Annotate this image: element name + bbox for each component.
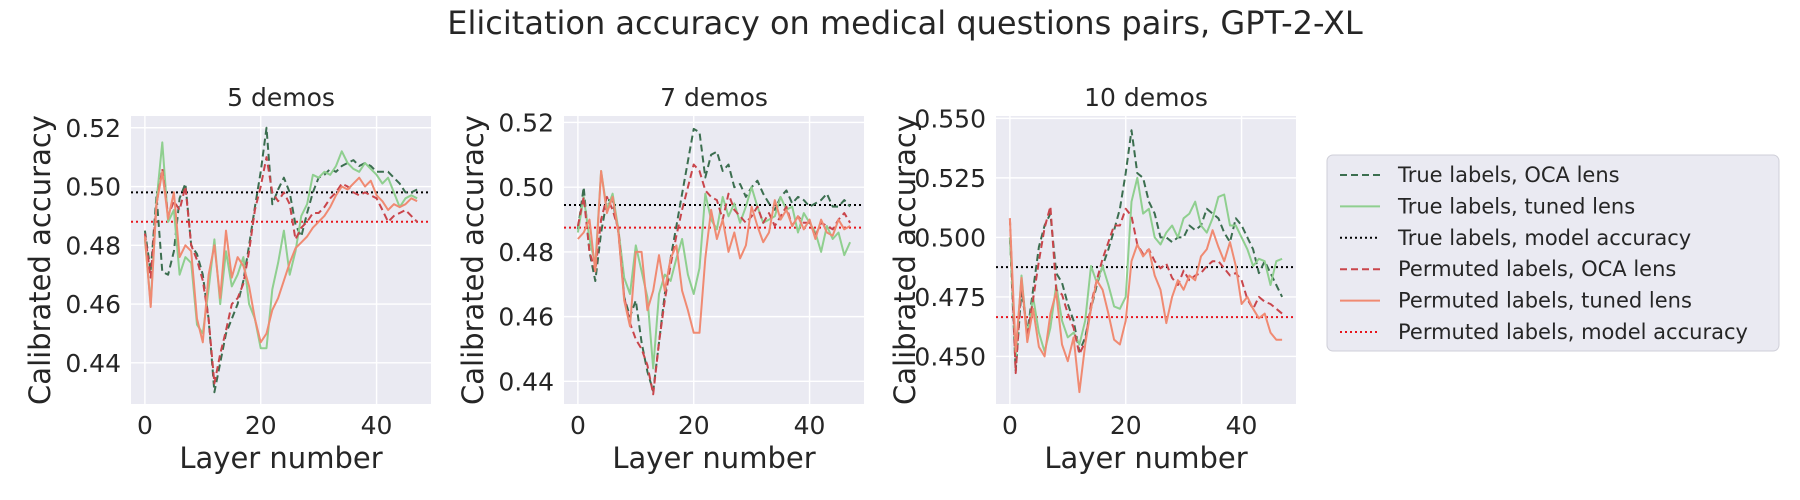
- x-axis-label: Layer number: [612, 441, 815, 475]
- panel-title: 5 demos: [227, 83, 335, 112]
- y-axis-label: Calibrated accuracy: [23, 115, 57, 405]
- series-line: [143, 141, 418, 350]
- y-tick-label: 0.48: [65, 231, 121, 260]
- series-line: [1008, 218, 1283, 394]
- y-tick-label: 0.44: [65, 349, 121, 378]
- y-tick-label: 0.500: [914, 223, 986, 252]
- y-tick-label: 0.46: [65, 290, 121, 319]
- legend-entry-label: True labels, model accuracy: [1397, 226, 1691, 250]
- x-tick-label: 0: [570, 411, 586, 440]
- plot-area: [564, 116, 864, 404]
- y-tick-label: 0.50: [65, 173, 121, 202]
- y-tick-label: 0.46: [498, 303, 554, 332]
- legend-entry-label: True labels, tuned lens: [1397, 194, 1635, 218]
- series-line: [577, 170, 851, 334]
- x-tick-label: 40: [1226, 411, 1258, 440]
- legend: True labels, OCA lens True labels, tuned …: [1326, 154, 1780, 352]
- x-axis-label: Layer number: [1044, 441, 1247, 475]
- y-tick-label: 0.52: [65, 114, 121, 143]
- y-tick-label: 0.50: [498, 173, 554, 202]
- panel-title: 7 demos: [660, 83, 768, 112]
- y-tick-label: 0.450: [914, 342, 986, 371]
- panel-7-demos: 0.44 0.46 0.48 0.50 0.52 0 20 40 7 demos Layer nu…: [456, 83, 864, 475]
- x-axis-label: Layer number: [179, 441, 382, 475]
- x-tick-label: 40: [361, 411, 393, 440]
- plot-lines: [564, 127, 864, 396]
- x-tick-label: 20: [1110, 411, 1142, 440]
- legend-box: [1326, 154, 1780, 352]
- series-line: [576, 163, 851, 396]
- x-tick-label: 0: [137, 411, 153, 440]
- x-tick-label: 40: [794, 411, 826, 440]
- legend-entry-label: Permuted labels, tuned lens: [1398, 289, 1692, 313]
- panel-title: 10 demos: [1084, 83, 1208, 112]
- y-axis-label: Calibrated accuracy: [888, 115, 922, 405]
- figure-title: Elicitation accuracy on medical question…: [447, 4, 1363, 42]
- y-tick-label: 0.475: [914, 283, 986, 312]
- y-tick-label: 0.52: [498, 108, 554, 137]
- y-tick-label: 0.550: [914, 104, 986, 133]
- series-line: [143, 170, 418, 344]
- y-tick-label: 0.525: [914, 164, 986, 193]
- x-tick-label: 0: [1002, 411, 1018, 440]
- plot-lines: [131, 126, 431, 394]
- x-tick-label: 20: [245, 411, 277, 440]
- y-tick-label: 0.48: [498, 238, 554, 267]
- y-axis-label: Calibrated accuracy: [456, 115, 490, 405]
- legend-entry-label: Permuted labels, OCA lens: [1398, 257, 1676, 281]
- plot-lines: [996, 129, 1296, 394]
- panel-5-demos: 0.44 0.46 0.48 0.50 0.52 0 20 40 5 demos Layer nu…: [23, 83, 431, 475]
- plot-area: [131, 116, 431, 404]
- legend-entry-label: True labels, OCA lens: [1397, 163, 1620, 187]
- panel-10-demos: 0.450 0.475 0.500 0.525 0.550 0 20 40 10 demos La…: [888, 83, 1296, 475]
- legend-entry-label: Permuted labels, model accuracy: [1398, 320, 1748, 344]
- x-tick-label: 20: [678, 411, 710, 440]
- series-line: [143, 156, 418, 385]
- y-tick-label: 0.44: [498, 367, 554, 396]
